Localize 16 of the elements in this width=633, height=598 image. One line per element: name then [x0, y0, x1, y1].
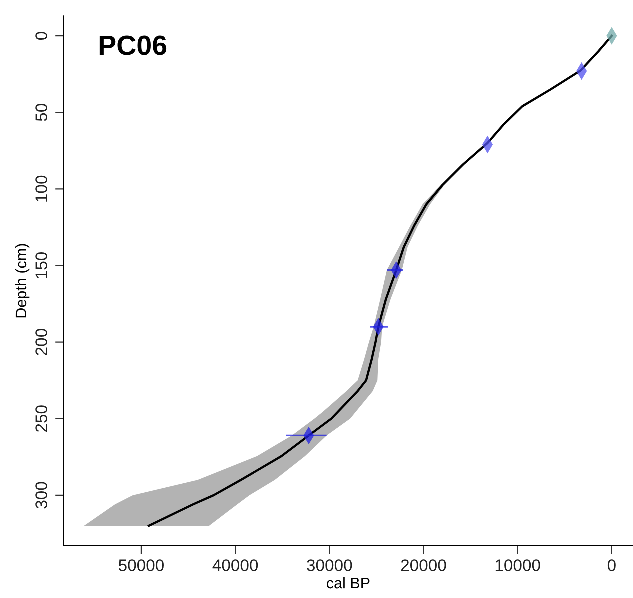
y-tick-label: 150	[36, 252, 48, 278]
x-tick-label: 50000	[118, 560, 164, 572]
y-tick-label: 100	[36, 176, 48, 202]
y-tick-label: 250	[36, 406, 48, 432]
y-tick-label: 50	[36, 104, 48, 122]
x-tick-label: 10000	[496, 560, 540, 572]
x-tick-label: 0	[608, 560, 616, 572]
y-tick-label: 0	[36, 32, 48, 40]
y-tick-label: 200	[36, 329, 48, 356]
x-tick-label: 40000	[212, 560, 258, 572]
text: PC06	[100, 36, 167, 56]
y-axis-title: Depth (cm)	[15, 244, 30, 318]
x-tick-label: 20000	[401, 560, 446, 572]
x-axis-title: cal BP	[327, 577, 370, 589]
y-tick-label: 300	[36, 482, 48, 509]
x-tick-label: 30000	[307, 560, 352, 572]
